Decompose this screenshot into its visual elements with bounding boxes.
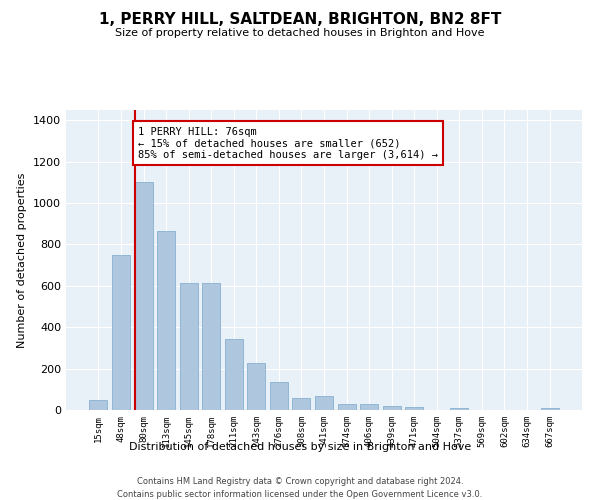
Bar [383,406,401,410]
Bar [157,231,175,410]
Text: 1 PERRY HILL: 76sqm
← 15% of detached houses are smaller (652)
85% of semi-detac: 1 PERRY HILL: 76sqm ← 15% of detached ho… [138,126,438,160]
Bar [89,400,107,410]
Text: 1, PERRY HILL, SALTDEAN, BRIGHTON, BN2 8FT: 1, PERRY HILL, SALTDEAN, BRIGHTON, BN2 8… [99,12,501,28]
Text: Contains public sector information licensed under the Open Government Licence v3: Contains public sector information licen… [118,490,482,499]
Text: Distribution of detached houses by size in Brighton and Hove: Distribution of detached houses by size … [129,442,471,452]
Bar [270,382,288,410]
Bar [292,398,310,410]
Bar [360,404,378,410]
Bar [541,408,559,410]
Bar [405,407,423,410]
Y-axis label: Number of detached properties: Number of detached properties [17,172,28,348]
Bar [225,338,243,410]
Bar [134,182,152,410]
Bar [179,283,198,410]
Bar [450,408,469,410]
Bar [247,364,265,410]
Bar [112,255,130,410]
Text: Size of property relative to detached houses in Brighton and Hove: Size of property relative to detached ho… [115,28,485,38]
Bar [315,396,333,410]
Text: Contains HM Land Registry data © Crown copyright and database right 2024.: Contains HM Land Registry data © Crown c… [137,478,463,486]
Bar [202,283,220,410]
Bar [338,404,356,410]
